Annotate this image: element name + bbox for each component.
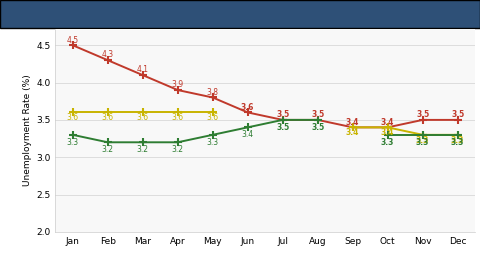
Text: 3.3: 3.3 [416,135,430,145]
Y-axis label: Unemployment Rate (%): Unemployment Rate (%) [23,74,32,186]
Text: 3.2: 3.2 [137,145,149,154]
Text: 3.9: 3.9 [172,80,184,89]
Text: 3.6: 3.6 [241,103,254,112]
Text: 4.3: 4.3 [102,51,114,59]
Text: 3.2: 3.2 [102,145,114,154]
Text: 3.6: 3.6 [172,113,184,122]
Text: Tennessee Unemployment: Tennessee Unemployment [6,8,202,21]
Text: 3.6: 3.6 [102,113,114,122]
Text: 3.3: 3.3 [67,138,79,147]
Text: 3.3: 3.3 [206,138,219,147]
Text: 3.6: 3.6 [67,113,79,122]
Text: 3.5: 3.5 [276,110,289,119]
Text: 3.5: 3.5 [311,110,324,119]
Text: 3.4: 3.4 [381,128,395,137]
Text: 3.5: 3.5 [276,123,289,132]
Text: 3.4: 3.4 [381,118,395,127]
Text: Seasonally Adjusted 2017 - 2019: Seasonally Adjusted 2017 - 2019 [302,9,474,19]
Text: 4.5: 4.5 [67,36,79,45]
Text: 3.6: 3.6 [206,113,219,122]
Text: 3.5: 3.5 [416,110,429,119]
Text: 4.1: 4.1 [137,66,149,74]
Text: 3.4: 3.4 [346,118,360,127]
Text: 3.3: 3.3 [451,135,464,145]
Text: 3.4: 3.4 [241,130,254,139]
Text: 3.5: 3.5 [311,123,324,132]
Text: 3.3: 3.3 [381,138,395,147]
Text: 3.4: 3.4 [346,128,360,137]
Text: 3.8: 3.8 [207,88,219,97]
Text: 3.3: 3.3 [451,138,464,147]
FancyBboxPatch shape [0,0,480,28]
Text: 3.3: 3.3 [416,138,430,147]
Text: 3.6: 3.6 [137,113,149,122]
Text: 3.5: 3.5 [451,110,464,119]
Text: 3.2: 3.2 [172,145,184,154]
